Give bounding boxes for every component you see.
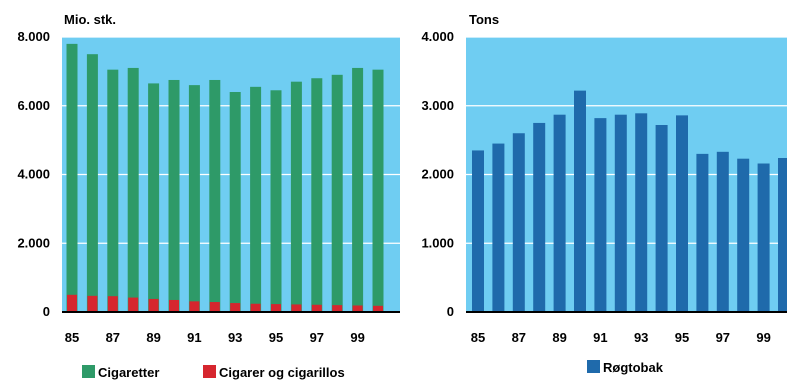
bar-cigarer [352, 305, 363, 312]
x-tick-label: 87 [106, 330, 120, 345]
y-tick-label: 0 [447, 304, 454, 319]
bar-cigarer [189, 301, 200, 312]
x-tick-label: 97 [716, 330, 730, 345]
x-tick-label: 97 [310, 330, 324, 345]
bar-cigaretter [311, 78, 323, 312]
legend-swatch-cigaretter [82, 365, 95, 378]
bar-rogtobak [492, 143, 505, 312]
bar-rogtobak [574, 90, 586, 312]
y-tick-label: 2.000 [421, 167, 454, 182]
bar-cigaretter [107, 69, 119, 312]
bar-rogtobak [716, 151, 729, 312]
bar-rogtobak [655, 125, 668, 312]
right-y-unit-label: Tons [469, 12, 499, 27]
bar-cigaretter [250, 86, 262, 312]
y-tick-label: 6.000 [17, 98, 50, 113]
bar-rogtobak [614, 114, 627, 312]
x-tick-label: 95 [269, 330, 283, 345]
right-legend: Røgtobak [587, 360, 664, 375]
bar-cigarer [67, 294, 77, 312]
y-tick-label: 3.000 [421, 98, 454, 113]
bar-cigaretter [127, 67, 139, 312]
bar-cigarer [148, 298, 159, 312]
x-tick-label: 87 [512, 330, 526, 345]
bar-cigaretter [229, 92, 241, 312]
bar-rogtobak [635, 113, 648, 312]
x-tick-label: 89 [552, 330, 566, 345]
bar-cigarer [291, 304, 302, 312]
y-tick-label: 1.000 [421, 235, 454, 250]
chart-left: Mio. stk. 0 2.000 4.000 6.000 8.000 85 87 89 91… [17, 12, 400, 380]
bar-cigaretter [270, 90, 282, 312]
x-tick-label: 91 [593, 330, 607, 345]
bar-cigarer [230, 303, 241, 312]
y-tick-label: 4.000 [17, 167, 50, 182]
x-tick-label: 89 [146, 330, 160, 345]
x-tick-label: 99 [350, 330, 364, 345]
left-bars [66, 43, 384, 312]
x-tick-label: 85 [471, 330, 485, 345]
bar-cigaretter [290, 81, 302, 312]
bar-cigarer [209, 302, 220, 312]
bar-rogtobak [696, 153, 709, 312]
bar-rogtobak [472, 150, 484, 312]
x-tick-label: 93 [228, 330, 242, 345]
y-tick-label: 8.000 [17, 29, 50, 44]
left-y-tick-labels: 0 2.000 4.000 6.000 8.000 [17, 29, 50, 319]
bar-rogtobak [512, 133, 525, 312]
bar-cigaretter [66, 43, 78, 312]
bar-cigarer [332, 305, 343, 312]
left-y-unit-label: Mio. stk. [64, 12, 116, 27]
bar-cigaretter [168, 79, 180, 312]
bar-cigaretter [372, 69, 384, 312]
legend-item-rogtobak: Røgtobak [587, 360, 664, 375]
x-tick-label: 93 [634, 330, 648, 345]
bar-cigarer [311, 304, 322, 312]
bar-cigarer [169, 299, 179, 312]
left-legend: Cigaretter Cigarer og cigarillos [82, 365, 345, 380]
x-tick-label: 91 [187, 330, 201, 345]
y-tick-label: 4.000 [421, 29, 454, 44]
y-tick-label: 0 [43, 304, 50, 319]
bar-cigarer [373, 305, 383, 312]
bar-rogtobak [757, 163, 770, 312]
bar-cigaretter [209, 79, 221, 312]
bar-cigarer [128, 297, 139, 312]
left-x-tick-labels: 85 87 89 91 93 95 97 99 [65, 330, 365, 345]
bar-cigarer [271, 304, 281, 312]
y-tick-label: 2.000 [17, 235, 50, 250]
legend-swatch-cigarer [203, 365, 216, 378]
right-y-tick-labels: 0 1.000 2.000 3.000 4.000 [421, 29, 454, 319]
x-tick-label: 85 [65, 330, 79, 345]
x-tick-label: 95 [675, 330, 689, 345]
x-tick-label: 99 [756, 330, 770, 345]
bar-rogtobak [594, 118, 607, 312]
legend-item-cigarer: Cigarer og cigarillos [203, 365, 345, 380]
bar-cigarer [250, 303, 261, 312]
bar-cigaretter [148, 83, 160, 312]
bar-rogtobak [676, 115, 688, 312]
chart-right: Tons 0 1.000 2.000 3.000 4.000 85 87 89 91 93 95 9… [421, 12, 787, 375]
legend-label-rogtobak: Røgtobak [603, 360, 664, 375]
bar-cigarer [107, 296, 118, 312]
bar-cigaretter [331, 74, 343, 312]
right-x-tick-labels: 85 87 89 91 93 95 97 99 [471, 330, 771, 345]
legend-item-cigaretter: Cigaretter [82, 365, 159, 380]
bar-cigaretter [352, 67, 364, 312]
bar-cigaretter [86, 54, 98, 312]
bar-cigaretter [188, 85, 200, 312]
bar-rogtobak [533, 122, 546, 312]
right-bars [472, 90, 787, 312]
bar-cigarer [87, 295, 98, 312]
bar-rogtobak [737, 158, 750, 312]
legend-swatch-rogtobak [587, 360, 600, 373]
bar-rogtobak [553, 114, 566, 312]
legend-label-cigaretter: Cigaretter [98, 365, 159, 380]
bar-rogtobak [778, 158, 787, 312]
legend-label-cigarer: Cigarer og cigarillos [219, 365, 345, 380]
